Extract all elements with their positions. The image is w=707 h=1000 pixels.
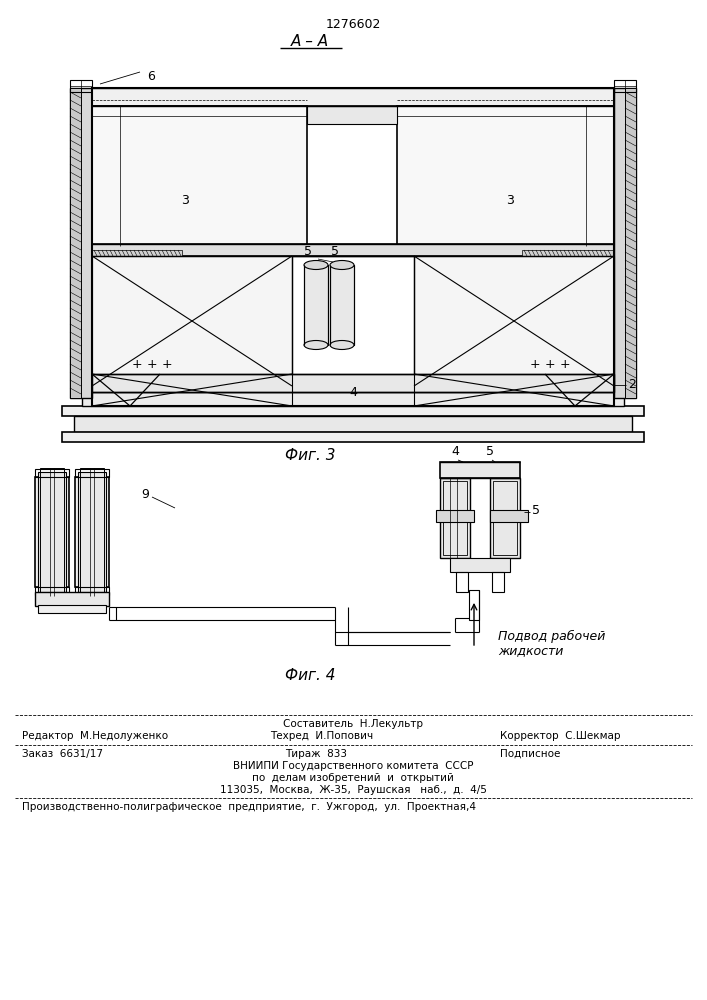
Text: Фиг. 4: Фиг. 4 xyxy=(285,668,335,683)
Bar xyxy=(492,572,504,592)
Ellipse shape xyxy=(304,260,328,269)
Bar xyxy=(35,592,109,606)
Bar xyxy=(414,256,614,386)
Text: 4: 4 xyxy=(349,386,357,399)
Bar xyxy=(70,80,92,92)
Bar xyxy=(490,510,528,522)
Bar xyxy=(440,478,470,558)
Bar xyxy=(35,587,69,595)
Bar xyxy=(92,244,614,256)
Bar xyxy=(456,572,468,592)
Text: 113035,  Москва,  Ж-35,  Раушская   наб.,  д.  4/5: 113035, Москва, Ж-35, Раушская наб., д. … xyxy=(220,785,486,795)
Text: Производственно-полиграфическое  предприятие,  г.  Ужгород,  ул.  Проектная,4: Производственно-полиграфическое предприя… xyxy=(22,802,476,812)
Text: Составитель  Н.Лекультр: Составитель Н.Лекультр xyxy=(283,719,423,729)
Text: Корректор  С.Шекмар: Корректор С.Шекмар xyxy=(500,731,621,741)
Text: ВНИИПИ Государственного комитета  СССР: ВНИИПИ Государственного комитета СССР xyxy=(233,761,473,771)
Bar xyxy=(614,88,636,398)
Bar xyxy=(450,558,510,572)
Text: +: + xyxy=(132,358,142,371)
Text: 5: 5 xyxy=(486,445,494,458)
Text: 9: 9 xyxy=(141,488,149,502)
Bar xyxy=(92,374,614,392)
Bar xyxy=(307,106,397,124)
Bar xyxy=(82,392,624,406)
Bar xyxy=(92,250,182,256)
Text: Фиг. 3: Фиг. 3 xyxy=(285,448,335,463)
Text: Тираж  833: Тираж 833 xyxy=(285,749,347,759)
Bar xyxy=(38,605,106,613)
Text: Заказ  6631/17: Заказ 6631/17 xyxy=(22,749,103,759)
Bar xyxy=(304,265,328,345)
Bar xyxy=(78,472,106,592)
Text: +: + xyxy=(162,358,173,371)
Text: 5: 5 xyxy=(532,504,540,516)
Bar xyxy=(70,88,81,398)
Bar xyxy=(70,88,92,398)
Bar xyxy=(490,478,520,558)
Text: Редактор  М.Недолуженко: Редактор М.Недолуженко xyxy=(22,731,168,741)
Text: 4: 4 xyxy=(451,445,459,458)
Bar xyxy=(292,256,414,386)
Bar xyxy=(80,468,104,596)
Bar xyxy=(40,468,64,596)
Bar xyxy=(92,106,307,246)
Bar xyxy=(92,88,614,106)
Text: жидкости: жидкости xyxy=(498,644,563,657)
Bar xyxy=(75,469,109,477)
Bar xyxy=(443,481,467,555)
Bar xyxy=(38,472,66,592)
Bar xyxy=(614,80,636,92)
Bar xyxy=(330,265,354,345)
Bar xyxy=(493,481,517,555)
Text: +: + xyxy=(544,358,555,371)
Bar xyxy=(469,590,479,620)
Ellipse shape xyxy=(330,260,354,269)
Text: 6: 6 xyxy=(147,70,155,83)
Bar xyxy=(625,88,636,398)
Text: +: + xyxy=(560,358,571,371)
Text: 1276602: 1276602 xyxy=(325,18,380,31)
Bar xyxy=(436,510,474,522)
Text: А – А: А – А xyxy=(291,34,329,49)
Ellipse shape xyxy=(304,340,328,350)
Text: по  делам изобретений  и  открытий: по делам изобретений и открытий xyxy=(252,773,454,783)
Bar xyxy=(397,106,614,246)
Bar xyxy=(522,250,614,256)
Text: +: + xyxy=(530,358,540,371)
Bar xyxy=(75,587,109,595)
Bar xyxy=(75,477,109,587)
Text: +: + xyxy=(146,358,158,371)
Text: 5: 5 xyxy=(304,245,312,258)
Bar xyxy=(62,406,644,416)
Bar xyxy=(74,416,632,432)
Text: 3: 3 xyxy=(506,194,514,207)
Bar xyxy=(92,88,614,406)
Ellipse shape xyxy=(330,340,354,350)
Bar xyxy=(35,469,69,477)
Text: Подписное: Подписное xyxy=(500,749,561,759)
Bar xyxy=(92,256,292,386)
Text: Техред  И.Попович: Техред И.Попович xyxy=(270,731,373,741)
Text: 3: 3 xyxy=(181,194,189,207)
Bar xyxy=(35,477,69,587)
Text: 5: 5 xyxy=(331,245,339,258)
Bar xyxy=(440,462,520,478)
Text: Подвод рабочей: Подвод рабочей xyxy=(498,630,605,643)
Text: 2: 2 xyxy=(628,378,636,391)
Bar xyxy=(62,432,644,442)
